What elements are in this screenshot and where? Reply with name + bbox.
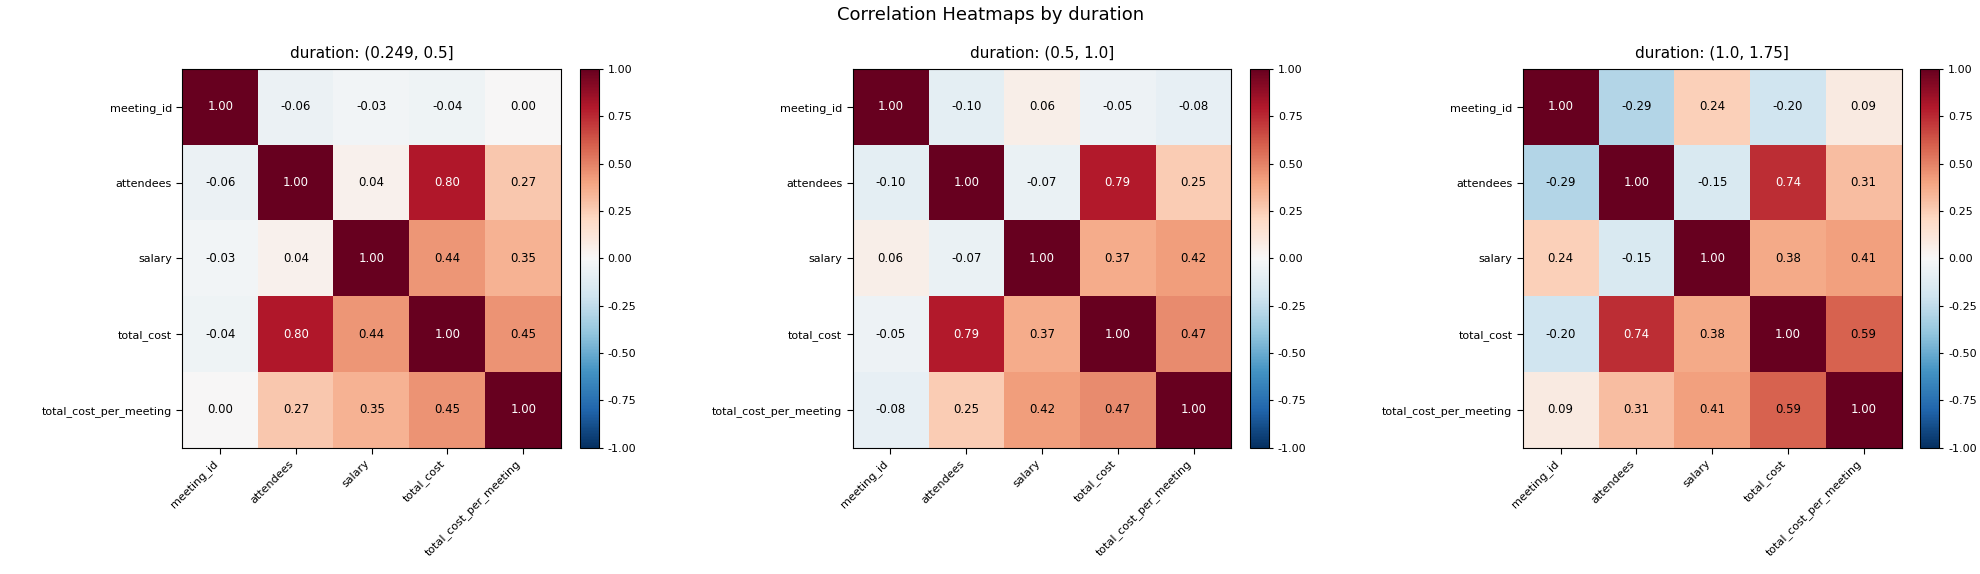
Text: 0.37: 0.37 — [1028, 328, 1055, 340]
Text: 0.74: 0.74 — [1774, 176, 1800, 189]
Text: 1.00: 1.00 — [1546, 100, 1572, 113]
Text: 0.35: 0.35 — [511, 252, 537, 265]
Text: -0.03: -0.03 — [206, 252, 236, 265]
Text: 0.04: 0.04 — [358, 176, 384, 189]
Text: 1.00: 1.00 — [358, 252, 384, 265]
Text: 0.00: 0.00 — [511, 100, 537, 113]
Text: 0.31: 0.31 — [1849, 176, 1875, 189]
Text: 1.00: 1.00 — [877, 100, 903, 113]
Text: 1.00: 1.00 — [208, 100, 234, 113]
Text: 1.00: 1.00 — [1105, 328, 1131, 340]
Text: 0.25: 0.25 — [952, 404, 978, 416]
Text: -0.15: -0.15 — [1697, 176, 1727, 189]
Text: 1.00: 1.00 — [1028, 252, 1055, 265]
Text: 0.00: 0.00 — [208, 404, 234, 416]
Text: -0.05: -0.05 — [1103, 100, 1133, 113]
Title: duration: (0.249, 0.5]: duration: (0.249, 0.5] — [289, 46, 453, 61]
Text: 0.09: 0.09 — [1849, 100, 1875, 113]
Text: -0.29: -0.29 — [1544, 176, 1576, 189]
Text: 0.24: 0.24 — [1699, 100, 1725, 113]
Text: 0.44: 0.44 — [434, 252, 459, 265]
Text: 1.00: 1.00 — [1774, 328, 1800, 340]
Text: -0.05: -0.05 — [875, 328, 905, 340]
Text: 0.38: 0.38 — [1699, 328, 1725, 340]
Text: -0.08: -0.08 — [875, 404, 905, 416]
Text: -0.03: -0.03 — [356, 100, 386, 113]
Text: 0.79: 0.79 — [952, 328, 978, 340]
Text: 0.59: 0.59 — [1774, 404, 1800, 416]
Text: 0.42: 0.42 — [1028, 404, 1055, 416]
Text: 0.80: 0.80 — [434, 176, 459, 189]
Text: 1.00: 1.00 — [511, 404, 537, 416]
Text: 1.00: 1.00 — [1699, 252, 1725, 265]
Text: 0.24: 0.24 — [1546, 252, 1572, 265]
Text: 0.31: 0.31 — [1624, 404, 1649, 416]
Text: -0.20: -0.20 — [1544, 328, 1574, 340]
Text: 1.00: 1.00 — [1180, 404, 1206, 416]
Text: -0.07: -0.07 — [1026, 176, 1057, 189]
Text: 0.04: 0.04 — [283, 252, 309, 265]
Text: 1.00: 1.00 — [1849, 404, 1875, 416]
Text: 0.74: 0.74 — [1622, 328, 1649, 340]
Text: 0.09: 0.09 — [1546, 404, 1572, 416]
Text: 0.41: 0.41 — [1849, 252, 1875, 265]
Text: 1.00: 1.00 — [434, 328, 459, 340]
Text: 0.37: 0.37 — [1105, 252, 1131, 265]
Text: 0.47: 0.47 — [1180, 328, 1206, 340]
Text: 0.42: 0.42 — [1180, 252, 1206, 265]
Text: -0.06: -0.06 — [281, 100, 311, 113]
Text: 0.41: 0.41 — [1699, 404, 1725, 416]
Text: -0.15: -0.15 — [1620, 252, 1651, 265]
Text: -0.10: -0.10 — [950, 100, 980, 113]
Text: 0.79: 0.79 — [1105, 176, 1131, 189]
Text: 0.06: 0.06 — [877, 252, 903, 265]
Text: -0.04: -0.04 — [204, 328, 236, 340]
Text: 0.59: 0.59 — [1849, 328, 1875, 340]
Text: 0.45: 0.45 — [511, 328, 537, 340]
Text: 0.47: 0.47 — [1105, 404, 1131, 416]
Text: 0.06: 0.06 — [1028, 100, 1055, 113]
Text: -0.07: -0.07 — [950, 252, 980, 265]
Text: 1.00: 1.00 — [1624, 176, 1649, 189]
Text: -0.06: -0.06 — [204, 176, 236, 189]
Text: 0.27: 0.27 — [511, 176, 537, 189]
Text: -0.10: -0.10 — [875, 176, 905, 189]
Title: duration: (0.5, 1.0]: duration: (0.5, 1.0] — [970, 46, 1113, 61]
Text: 0.25: 0.25 — [1180, 176, 1206, 189]
Text: 0.35: 0.35 — [358, 404, 384, 416]
Text: -0.08: -0.08 — [1178, 100, 1208, 113]
Text: 1.00: 1.00 — [283, 176, 309, 189]
Text: 0.27: 0.27 — [283, 404, 309, 416]
Text: 0.44: 0.44 — [358, 328, 384, 340]
Title: duration: (1.0, 1.75]: duration: (1.0, 1.75] — [1634, 46, 1788, 61]
Text: 0.38: 0.38 — [1774, 252, 1800, 265]
Text: -0.20: -0.20 — [1772, 100, 1802, 113]
Text: -0.04: -0.04 — [432, 100, 463, 113]
Text: 0.45: 0.45 — [434, 404, 459, 416]
Text: 0.80: 0.80 — [283, 328, 309, 340]
Text: 1.00: 1.00 — [952, 176, 978, 189]
Text: -0.29: -0.29 — [1620, 100, 1651, 113]
Text: Correlation Heatmaps by duration: Correlation Heatmaps by duration — [836, 6, 1144, 24]
